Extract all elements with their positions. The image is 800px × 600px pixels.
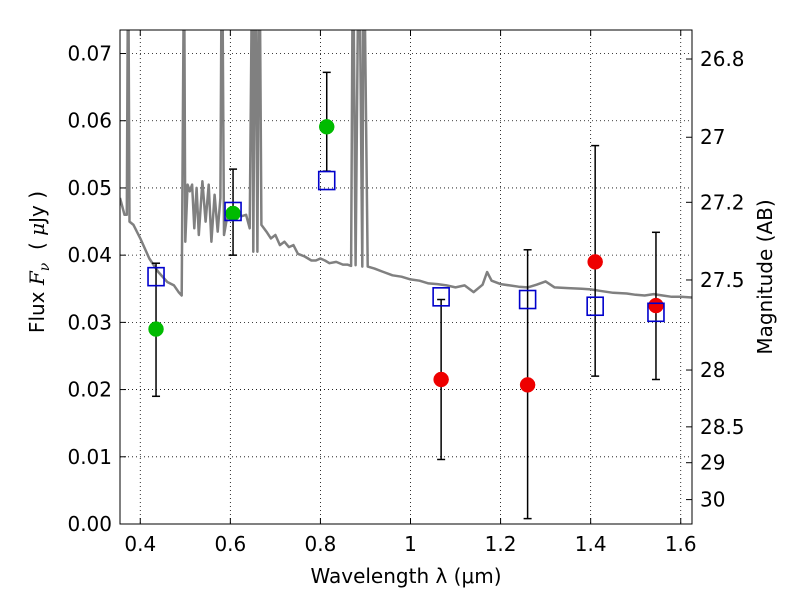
x-tick-label: 1.4 — [575, 532, 607, 556]
data-markers — [147, 119, 665, 393]
nondetection-point — [587, 254, 603, 270]
model-photometry-point — [647, 302, 665, 323]
model-photometry-point — [518, 289, 537, 310]
y-label-mid: ( — [25, 236, 49, 263]
right-tick-label: 26.8 — [700, 47, 745, 71]
nondetection-point — [433, 371, 449, 388]
detection-point — [225, 205, 241, 222]
model-spectrum-layer — [120, 30, 692, 299]
detection-point — [318, 119, 335, 135]
y-label-prefix: Flux — [25, 285, 49, 333]
model-photometry-point — [224, 201, 242, 222]
right-tick-label: 28 — [700, 358, 725, 382]
x-tick-label: 1.6 — [665, 532, 697, 556]
right-tick-label: 30 — [700, 488, 725, 512]
right-tick-label: 27.2 — [700, 190, 745, 214]
x-tick-label: 0.6 — [214, 532, 246, 556]
y-label-suffix: Jy ) — [25, 191, 49, 225]
y-label-var: F — [25, 270, 49, 286]
y-label-mu: μ — [25, 223, 49, 236]
y-axis-label-left: Flux Fν ( μJy ) — [25, 191, 53, 333]
plot-frame — [119, 29, 693, 525]
model-photometry-point — [147, 266, 165, 287]
axis-ticks: 0.4 0.6 0.8 1 1.2 1.4 1.6 0.00 0.01 0.02 0.03 0.04 0… — [67, 30, 745, 556]
x-tick-label: 0.4 — [124, 532, 156, 556]
right-tick-label: 29 — [700, 451, 725, 475]
model-photometry-point — [432, 287, 450, 307]
right-tick-label: 27 — [700, 125, 725, 149]
nondetection-point — [648, 297, 664, 314]
x-axis-label: Wavelength λ (μm) — [310, 564, 501, 588]
y-tick-label: 0.03 — [67, 310, 112, 334]
y-tick-label: 0.06 — [67, 109, 112, 133]
y-label-sub: ν — [37, 262, 53, 271]
y-tick-label: 0.07 — [67, 42, 112, 66]
nondetection-point — [519, 377, 536, 393]
x-tick-label: 0.8 — [305, 532, 337, 556]
right-tick-label: 28.5 — [700, 415, 745, 439]
y-tick-label: 0.01 — [67, 445, 112, 469]
y-tick-label: 0.04 — [67, 243, 112, 267]
y-tick-label: 0.02 — [67, 378, 112, 402]
y-tick-label: 0.05 — [67, 176, 112, 200]
right-tick-label: 27.5 — [700, 268, 745, 292]
x-tick-label: 1 — [404, 532, 417, 556]
model-photometry-point — [317, 170, 336, 191]
y-tick-label: 0.00 — [67, 512, 112, 536]
y-axis-label-right: Magnitude (AB) — [753, 199, 777, 354]
model-photometry-point — [586, 296, 604, 317]
model-spectrum-line — [120, 30, 692, 299]
x-tick-label: 1.2 — [485, 532, 517, 556]
detection-point — [148, 321, 164, 337]
